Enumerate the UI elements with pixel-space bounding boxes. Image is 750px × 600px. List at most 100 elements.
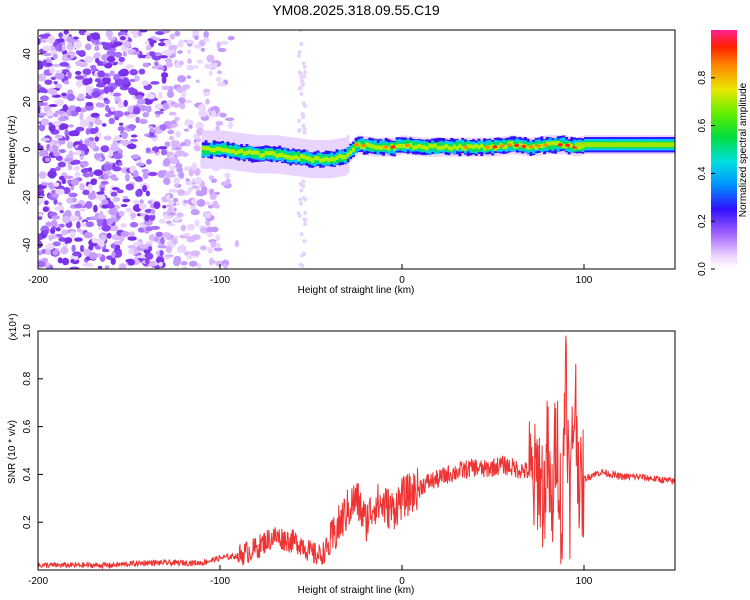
heatmap-cell — [474, 143, 478, 149]
heatmap-cell — [68, 130, 77, 137]
heatmap-cell — [108, 92, 115, 96]
heatmap-cell — [305, 155, 309, 161]
heatmap-cell — [159, 55, 168, 59]
heatmap-cell — [521, 144, 527, 148]
heatmap-cell — [61, 92, 67, 97]
heatmap-cell — [38, 149, 49, 157]
heatmap-cell — [42, 258, 49, 263]
heatmap-cell — [105, 30, 113, 38]
colorbar: 0.0 0.2 0.4 0.6 0.8 Normalized spectral ampl… — [697, 30, 749, 276]
heatmap-cell — [38, 60, 43, 66]
heatmap-cell — [180, 261, 188, 266]
heatmap-cell — [158, 261, 163, 267]
heatmap-cell — [207, 146, 211, 151]
heatmap-cell — [101, 248, 110, 253]
heatmap-cell — [237, 149, 241, 154]
heatmap-cell — [136, 98, 146, 105]
heatmap-cell — [159, 124, 167, 131]
heatmap-cell — [42, 206, 49, 213]
heatmap-cell — [77, 144, 88, 151]
heatmap-cell — [518, 142, 522, 147]
heatmap-cell — [87, 167, 93, 172]
heatmap-cell — [70, 259, 75, 264]
heatmap-cell — [166, 90, 175, 99]
heatmap-cell — [186, 253, 193, 260]
heatmap-cell — [335, 155, 339, 161]
heatmap-cell — [157, 146, 168, 150]
heatmap-cell — [143, 97, 154, 105]
heatmap-cell — [466, 144, 470, 149]
heatmap-cell — [562, 143, 566, 149]
heatmap-cell — [132, 170, 139, 178]
heatmap-cell — [76, 227, 82, 233]
heatmap-cell — [71, 244, 76, 253]
heatmap-cell — [123, 198, 131, 203]
heatmap-cell — [74, 60, 84, 66]
heatmap-cell — [57, 140, 66, 145]
heatmap-cell — [42, 45, 52, 52]
heatmap-cell — [191, 162, 198, 171]
heatmap-cell — [58, 149, 66, 154]
heatmap-cell — [127, 124, 137, 130]
heatmap-cell — [145, 45, 152, 51]
heatmap-cell — [299, 91, 304, 96]
heatmap-cell — [180, 224, 187, 232]
heatmap-cell — [41, 248, 46, 255]
heatmap-cell — [313, 156, 317, 161]
heatmap-cell — [250, 150, 254, 156]
snr-y-tick-label: 0.8 — [22, 371, 33, 385]
heatmap-cell — [242, 151, 246, 156]
heatmap-cell — [425, 146, 429, 151]
heatmap-cell — [379, 145, 383, 151]
heatmap-cell — [194, 64, 199, 69]
heatmap-cell — [114, 78, 125, 87]
heatmap-cell — [72, 252, 81, 257]
heatmap-cell — [45, 221, 53, 227]
heatmap-cell — [201, 185, 208, 193]
heatmap-cell — [53, 151, 61, 157]
heatmap-cell — [442, 145, 446, 150]
heatmap-cell — [168, 49, 176, 54]
snr-y-tick-label: 0.2 — [22, 515, 33, 529]
heatmap-cell — [48, 122, 53, 127]
heatmap-cell — [42, 59, 47, 67]
heatmap-cell — [63, 30, 69, 35]
heatmap-cell — [127, 245, 136, 249]
heatmap-cell — [38, 112, 48, 116]
heatmap-cell — [477, 145, 481, 150]
heatmap-cell — [62, 106, 69, 111]
heatmap-cell — [53, 80, 58, 85]
snr-y-ticks: 0.2 0.4 0.6 0.8 1.0 — [22, 324, 43, 529]
heatmap-cell — [299, 41, 304, 46]
heatmap-cell — [68, 192, 78, 198]
heatmap-y-tick-label: 20 — [22, 96, 33, 108]
heatmap-cell — [551, 141, 555, 150]
heatmap-cell — [301, 61, 306, 66]
heatmap-cell — [127, 258, 136, 266]
heatmap-cell — [149, 213, 156, 221]
heatmap-cell — [220, 181, 229, 187]
heatmap-cell — [113, 110, 124, 118]
heatmap-cell — [157, 244, 167, 249]
heatmap-cell — [215, 260, 224, 267]
heatmap-cell — [212, 147, 216, 153]
heatmap-cell — [165, 245, 173, 254]
heatmap-cell — [330, 156, 334, 162]
heatmap-cell — [103, 163, 113, 171]
heatmap-cell — [193, 44, 202, 49]
heatmap-cell — [47, 170, 57, 178]
heatmap-cell — [111, 146, 121, 150]
heatmap-cell — [64, 157, 74, 162]
heatmap-cell — [144, 214, 150, 222]
heatmap-cell — [118, 161, 123, 166]
heatmap-cell — [376, 145, 380, 150]
heatmap-cell — [104, 112, 112, 118]
heatmap-cell — [177, 50, 183, 54]
heatmap-cell — [40, 137, 51, 142]
heatmap-cell — [324, 156, 328, 161]
heatmap-cell — [100, 180, 109, 185]
heatmap-cell — [174, 116, 180, 122]
heatmap-cell — [58, 123, 69, 130]
heatmap-cell — [96, 214, 107, 220]
heatmap-cell — [82, 172, 91, 178]
